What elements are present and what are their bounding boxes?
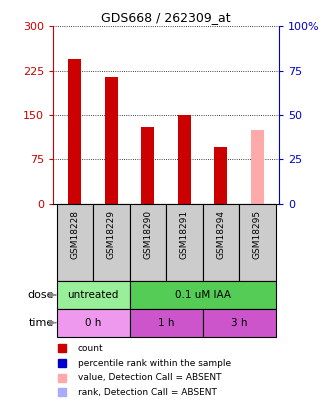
Text: untreated: untreated [67, 290, 119, 300]
Text: GSM18229: GSM18229 [107, 210, 116, 259]
Bar [203, 309, 276, 337]
Bar [130, 309, 203, 337]
Bar [56, 309, 130, 337]
Bar [130, 204, 166, 281]
Text: time: time [29, 318, 54, 328]
Text: value, Detection Call = ABSENT: value, Detection Call = ABSENT [78, 373, 221, 382]
Bar [203, 204, 239, 281]
Text: GSM18228: GSM18228 [70, 210, 79, 259]
Text: 0.1 uM IAA: 0.1 uM IAA [175, 290, 230, 300]
Bar [214, 147, 227, 204]
Bar [130, 281, 276, 309]
Text: count: count [78, 344, 103, 353]
Text: GSM18295: GSM18295 [253, 210, 262, 259]
Text: 3 h: 3 h [231, 318, 247, 328]
Text: percentile rank within the sample: percentile rank within the sample [78, 358, 231, 368]
Bar [251, 130, 264, 204]
Bar [166, 204, 203, 281]
Text: GSM18290: GSM18290 [143, 210, 152, 259]
Bar [93, 204, 130, 281]
Title: GDS668 / 262309_at: GDS668 / 262309_at [101, 11, 231, 24]
Bar [178, 115, 191, 204]
Bar [56, 281, 130, 309]
Text: dose: dose [27, 290, 54, 300]
Bar [142, 127, 154, 204]
Text: GSM18294: GSM18294 [216, 210, 225, 259]
Text: GSM18291: GSM18291 [180, 210, 189, 259]
Text: 0 h: 0 h [85, 318, 101, 328]
Bar [68, 59, 81, 204]
Bar [56, 204, 93, 281]
Text: rank, Detection Call = ABSENT: rank, Detection Call = ABSENT [78, 388, 217, 397]
Text: 1 h: 1 h [158, 318, 174, 328]
Bar [239, 204, 276, 281]
Bar [105, 77, 118, 204]
